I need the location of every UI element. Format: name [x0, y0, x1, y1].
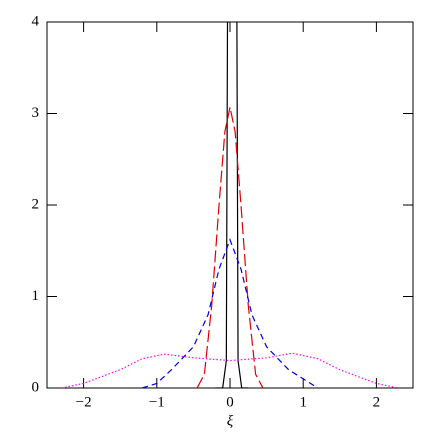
y-tick-label: 1 — [32, 288, 40, 304]
x-tick-label: 1 — [299, 394, 307, 410]
data-line — [215, 22, 249, 388]
x-tick-label: −2 — [76, 394, 92, 410]
plot-frame — [46, 21, 414, 389]
data-line — [141, 238, 319, 388]
data-line — [61, 352, 399, 388]
y-tick-label: 3 — [32, 105, 40, 121]
plot-lines — [61, 22, 399, 388]
y-tick-label: 4 — [32, 13, 40, 29]
x-tick-label: 2 — [373, 394, 381, 410]
y-tick-label: 2 — [32, 196, 40, 212]
x-tick-label: −1 — [149, 394, 165, 410]
data-line — [196, 106, 264, 388]
x-axis-label: ξ — [227, 413, 234, 429]
y-tick-label: 0 — [32, 379, 40, 395]
x-tick-label: 0 — [226, 394, 234, 410]
